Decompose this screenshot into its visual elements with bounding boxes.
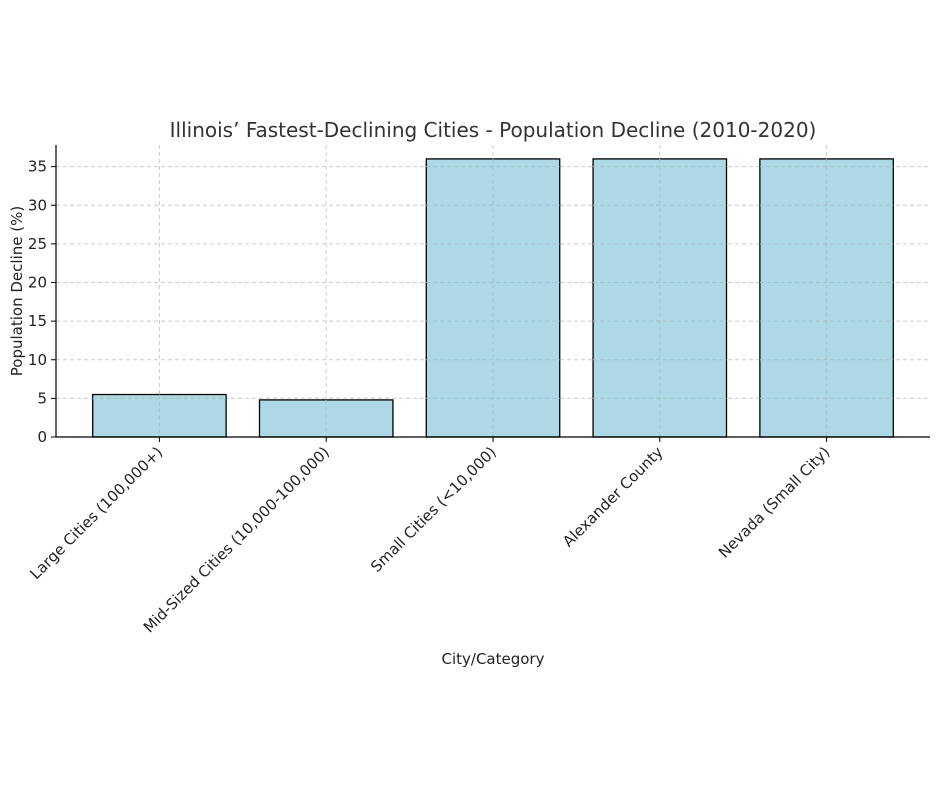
bar xyxy=(592,158,728,438)
y-tick-label: 0 xyxy=(37,428,47,446)
x-tick-labels: Large Cities (100,000+)Mid-Sized Cities … xyxy=(26,443,833,636)
chart-title: Illinois’ Fastest-Declining Cities - Pop… xyxy=(170,118,817,142)
bar xyxy=(425,158,561,438)
y-tick-label: 25 xyxy=(28,235,47,253)
x-tick-label: Large Cities (100,000+) xyxy=(26,443,166,583)
y-axis-label: Population Decline (%) xyxy=(8,206,26,376)
y-tick-label: 30 xyxy=(28,196,47,214)
y-tick-label: 35 xyxy=(28,158,47,176)
y-tick-label: 20 xyxy=(28,274,47,292)
x-tick-label: Mid-Sized Cities (10,000-100,000) xyxy=(140,443,333,636)
bar xyxy=(759,158,894,438)
y-tick-label: 10 xyxy=(28,351,47,369)
y-tick-label: 5 xyxy=(37,389,47,407)
x-tick-label: Small Cities (<10,000) xyxy=(367,443,500,576)
bars xyxy=(92,158,894,438)
y-tick-labels: 0 5 10 15 20 25 30 35 xyxy=(28,158,47,446)
axes xyxy=(51,145,930,442)
x-tick-label: Alexander County xyxy=(559,443,667,551)
x-axis-label: City/Category xyxy=(442,650,545,668)
y-tick-label: 15 xyxy=(28,312,47,330)
x-tick-label: Nevada (Small City) xyxy=(715,443,833,561)
